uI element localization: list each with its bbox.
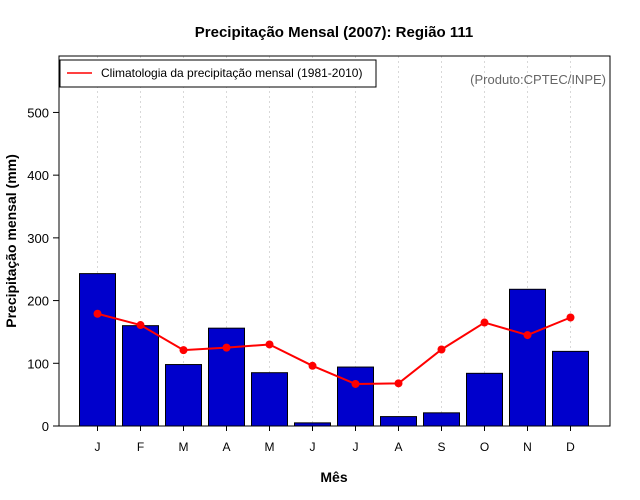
legend: Climatologia da precipitação mensal (198… (59, 59, 377, 88)
climatology-point-4 (222, 343, 231, 352)
climatology-point-2 (136, 321, 145, 330)
bar-4 (208, 327, 245, 427)
climatology-point-6 (308, 361, 317, 370)
x-tick-label: A (394, 440, 402, 454)
bar-1 (79, 273, 116, 427)
x-tick-label: N (523, 440, 532, 454)
climatology-point-5 (265, 340, 274, 349)
climatology-point-10 (480, 318, 489, 327)
y-axis: 0 100 200 300 400 500 (27, 105, 59, 434)
y-tick-label: 300 (27, 231, 49, 246)
bar-7 (337, 366, 374, 427)
climatology-point-9 (437, 345, 446, 354)
x-tick-label: J (95, 440, 101, 454)
x-axis-label: Mês (320, 469, 347, 485)
x-tick-label: J (353, 440, 359, 454)
y-tick-label: 100 (27, 356, 49, 371)
x-tick-label: J (310, 440, 316, 454)
y-tick-label: 0 (42, 419, 49, 434)
climatology-point-12 (566, 313, 575, 322)
bar-12 (552, 350, 589, 427)
x-tick-label: S (437, 440, 445, 454)
climatology-point-8 (394, 379, 403, 388)
legend-entry: Climatologia da precipitação mensal (198… (101, 66, 362, 80)
climatology-point-7 (351, 379, 360, 388)
x-tick-label: O (480, 440, 489, 454)
plot-frame (58, 55, 611, 427)
climatology-line (93, 309, 575, 388)
grid-lines (97, 56, 571, 426)
y-tick-label: 200 (27, 294, 49, 309)
bar-8 (380, 416, 417, 427)
bars (79, 273, 589, 427)
climatology-point-3 (179, 346, 188, 355)
climatology-polyline (97, 312, 571, 385)
y-axis-label: Precipitação mensal (mm) (3, 154, 19, 328)
chart-title: Precipitação Mensal (2007): Região 111 (195, 24, 473, 41)
x-tick-label: A (222, 440, 230, 454)
x-tick-label: D (566, 440, 575, 454)
x-tick-label: M (179, 440, 189, 454)
x-tick-label: M (265, 440, 275, 454)
bar-5 (251, 372, 288, 427)
bar-10 (466, 372, 503, 427)
bar-3 (165, 364, 202, 427)
bar-11 (509, 288, 546, 427)
product-credit: (Produto:CPTEC/INPE) (470, 72, 606, 87)
bar-9 (423, 412, 460, 427)
x-tick-label: F (137, 440, 144, 454)
y-tick-label: 400 (27, 168, 49, 183)
legend-box (59, 59, 377, 88)
climatology-point-11 (523, 331, 532, 340)
climatology-point-1 (93, 309, 102, 318)
bar-2 (122, 325, 159, 427)
y-tick-label: 500 (27, 105, 49, 120)
